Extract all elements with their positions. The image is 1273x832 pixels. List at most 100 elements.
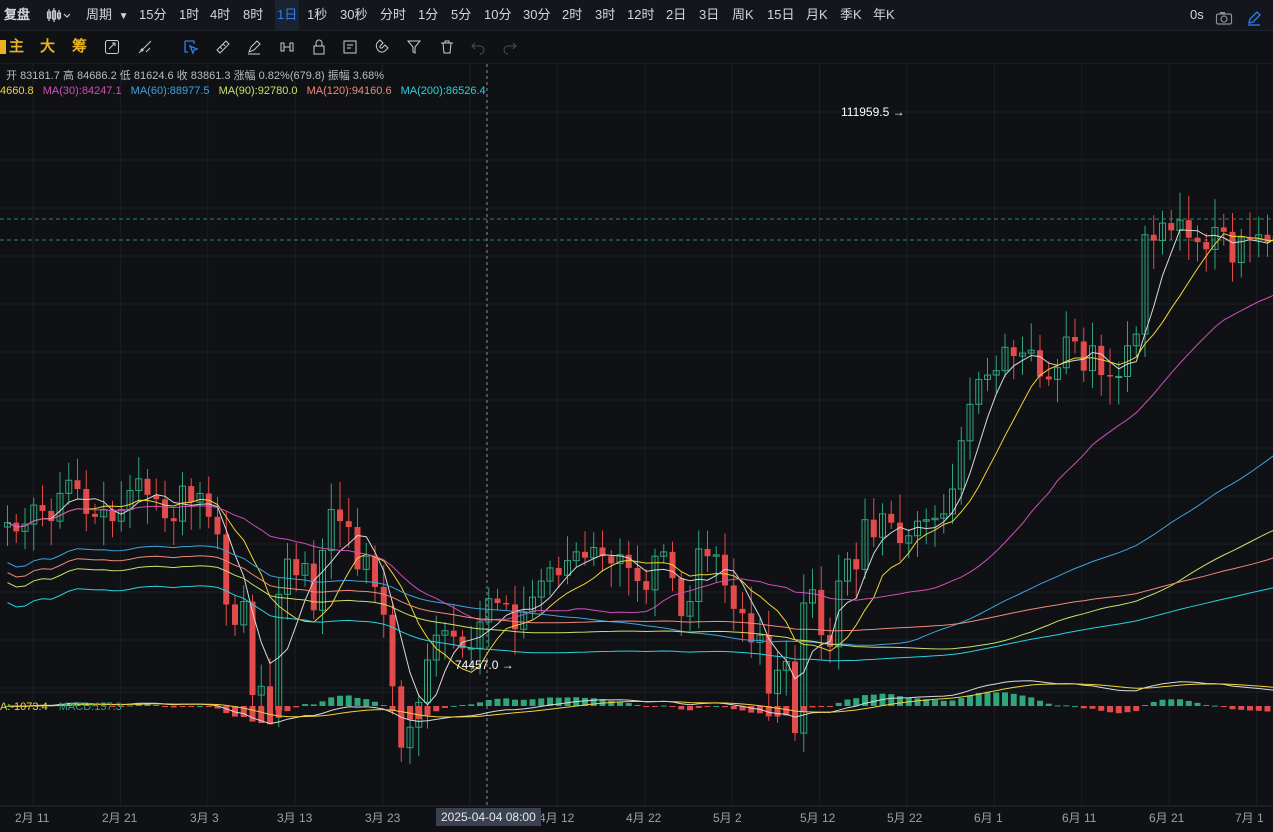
interval-3时[interactable]: 3时 <box>595 7 616 22</box>
brush-icon[interactable] <box>246 39 262 55</box>
macd-histogram-bar <box>914 698 921 706</box>
macd-histogram-bar <box>1194 702 1201 706</box>
interval-15分[interactable]: 15分 <box>139 7 167 22</box>
interval-1日[interactable]: 1日 <box>275 0 300 30</box>
select-cursor-icon[interactable] <box>183 39 199 55</box>
macd-histogram-bar <box>520 699 527 706</box>
candle-body <box>1080 341 1087 371</box>
interval-30分[interactable]: 30分 <box>523 7 551 22</box>
filter-icon[interactable] <box>406 39 422 55</box>
x-axis-label: 4月 22 <box>626 811 662 825</box>
candle-body <box>380 586 387 615</box>
interval-30秒[interactable]: 30秒 <box>340 7 368 22</box>
period-dropdown[interactable]: 周期 ▼ <box>86 0 129 30</box>
candle-body <box>608 556 615 564</box>
macd-histogram-bar <box>1115 706 1122 714</box>
interval-年K[interactable]: 年K <box>873 7 895 22</box>
macd-histogram-bar <box>1019 695 1026 706</box>
chips-tab[interactable]: 筹 <box>72 38 88 55</box>
large-order-tab[interactable]: 大 <box>40 38 56 55</box>
macd-histogram-bar <box>827 706 833 707</box>
interval-周K[interactable]: 周K <box>732 7 754 22</box>
redo-icon[interactable] <box>502 39 518 55</box>
candle-body <box>432 634 440 661</box>
swap-icon[interactable] <box>104 39 120 55</box>
camera-icon[interactable] <box>1215 7 1233 25</box>
candle-body <box>74 480 81 490</box>
main-indicator-tab[interactable]: 主 <box>9 38 25 55</box>
macd-histogram-bar <box>1238 706 1245 710</box>
macd-histogram-bar <box>503 698 510 706</box>
replay-button[interactable]: 复盘 <box>4 7 31 22</box>
measure-icon[interactable] <box>279 39 295 55</box>
macd-histogram-bar <box>1107 706 1113 713</box>
x-axis-label: 5月 12 <box>800 811 836 825</box>
undo-icon[interactable] <box>470 39 486 55</box>
candle-body <box>800 602 808 734</box>
candle-body <box>494 598 501 603</box>
macd-dea-line <box>7 683 1273 718</box>
interval-12时[interactable]: 12时 <box>627 7 655 22</box>
price-chart[interactable] <box>0 64 1273 832</box>
interval-2日[interactable]: 2日 <box>666 7 687 22</box>
edit-icon[interactable] <box>1246 7 1262 26</box>
interval-2时[interactable]: 2时 <box>562 7 583 22</box>
trash-icon[interactable] <box>439 39 455 55</box>
candle-body <box>730 585 737 609</box>
candle-body <box>748 613 755 643</box>
macd-histogram-bar <box>1063 705 1070 707</box>
period-label: 周期 <box>86 7 113 22</box>
candle-body <box>223 534 230 605</box>
macd-histogram-bar <box>818 706 825 707</box>
lock-icon[interactable] <box>311 39 327 55</box>
candle-type-icon[interactable] <box>46 0 71 30</box>
note-icon[interactable] <box>342 39 358 55</box>
macd-histogram-bar <box>1010 693 1017 706</box>
x-axis-label: 5月 22 <box>887 811 923 825</box>
interval-15日[interactable]: 15日 <box>767 7 795 22</box>
magnet-icon[interactable] <box>374 39 390 55</box>
interval-5分[interactable]: 5分 <box>451 7 472 22</box>
ma-legend-item: MA(30):84247.1 <box>42 85 122 97</box>
interval-1时[interactable]: 1时 <box>179 7 200 22</box>
interval-10分[interactable]: 10分 <box>484 7 512 22</box>
interval-月K[interactable]: 月K <box>806 7 828 22</box>
interval-3日[interactable]: 3日 <box>699 7 720 22</box>
candle-body <box>1027 349 1035 354</box>
macd-histogram-bar <box>783 706 790 716</box>
interval-1秒[interactable]: 1秒 <box>307 7 328 22</box>
candle-body <box>818 589 825 636</box>
interval-季K[interactable]: 季K <box>840 7 862 22</box>
macd-histogram-bar <box>275 706 282 718</box>
interval-8时[interactable]: 8时 <box>243 7 264 22</box>
candle-body <box>144 478 151 495</box>
macd-histogram-bar <box>267 706 273 725</box>
high-label: 高 <box>62 70 74 82</box>
interval-分时[interactable]: 分时 <box>380 7 407 22</box>
macd-histogram-bar <box>223 706 230 714</box>
change-value: 0.82%(679.8) <box>258 70 325 82</box>
candle-body <box>888 513 895 523</box>
macd-histogram-bar <box>590 698 597 706</box>
macd-histogram-bar <box>617 701 623 706</box>
interval-4时[interactable]: 4时 <box>210 7 231 22</box>
candle-body <box>1124 345 1131 378</box>
macd-histogram-bar <box>214 706 221 709</box>
macd-histogram-bar <box>809 706 816 708</box>
change-label: 涨幅 <box>233 70 256 82</box>
candle-body <box>310 563 317 611</box>
macd-histogram-bar <box>660 705 667 707</box>
macd-histogram-bar <box>1203 704 1210 706</box>
interval-1分[interactable]: 1分 <box>418 7 439 22</box>
macd-legend: A:-1073.4 MACD:157.3 <box>0 701 122 713</box>
line-tool-icon[interactable] <box>137 39 153 55</box>
macd-value: MACD:157.3 <box>58 701 122 713</box>
ruler-icon[interactable] <box>215 39 231 55</box>
macd-histogram-bar <box>538 698 545 706</box>
low-annotation: 74457.0 → <box>455 658 514 672</box>
macd-histogram-bar <box>1255 706 1262 711</box>
candle-body <box>1264 234 1271 243</box>
macd-histogram-bar <box>940 700 947 706</box>
macd-histogram-bar <box>765 706 772 717</box>
candle-body <box>975 378 983 405</box>
